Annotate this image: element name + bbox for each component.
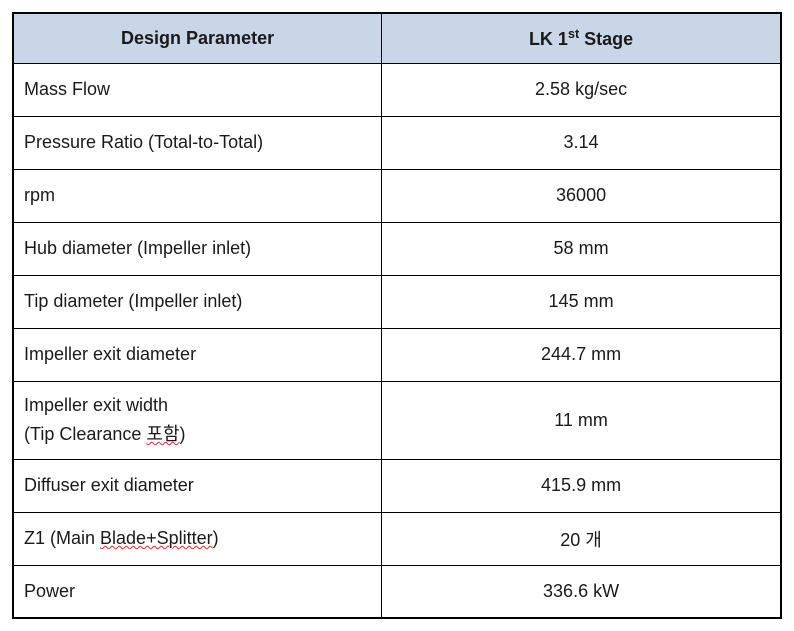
param-prefix: Z1 (Main xyxy=(24,528,100,548)
value-text: 3.14 xyxy=(564,132,599,152)
design-parameter-table-container: Design Parameter LK 1st Stage Mass Flow 2… xyxy=(12,12,782,619)
param-line1: Impeller exit width xyxy=(24,391,371,420)
header-design-parameter: Design Parameter xyxy=(13,13,382,63)
param-cell: Diffuser exit diameter xyxy=(13,459,382,512)
param-text: Tip diameter (Impeller inlet) xyxy=(24,291,242,311)
value-cell: 2.58 kg/sec xyxy=(382,63,781,116)
param-text: Mass Flow xyxy=(24,79,110,99)
param-text: rpm xyxy=(24,185,55,205)
param-line2-squiggle: 포함 xyxy=(146,424,179,444)
value-cell: 11 mm xyxy=(382,381,781,459)
value-cell: 3.14 xyxy=(382,116,781,169)
param-cell: Impeller exit width(Tip Clearance 포함) xyxy=(13,381,382,459)
table-row: Diffuser exit diameter 415.9 mm xyxy=(13,459,781,512)
value-text: 336.6 kW xyxy=(543,581,619,601)
header-label-value-suffix: Stage xyxy=(579,29,633,49)
value-cell: 58 mm xyxy=(382,222,781,275)
header-lk-1st-stage: LK 1st Stage xyxy=(382,13,781,63)
param-line2-suffix: ) xyxy=(180,424,186,444)
param-suffix: ) xyxy=(213,528,219,548)
param-cell: rpm xyxy=(13,169,382,222)
table-row: Tip diameter (Impeller inlet) 145 mm xyxy=(13,275,781,328)
header-label-value-prefix: LK 1 xyxy=(529,29,568,49)
value-text: 36000 xyxy=(556,185,606,205)
value-cell: 20 개 xyxy=(382,512,781,565)
param-squiggle: Blade+Splitter xyxy=(100,528,213,548)
param-cell: Pressure Ratio (Total-to-Total) xyxy=(13,116,382,169)
header-row: Design Parameter LK 1st Stage xyxy=(13,13,781,63)
param-text: Pressure Ratio (Total-to-Total) xyxy=(24,132,263,152)
value-text: 2.58 kg/sec xyxy=(535,79,627,99)
param-text: Power xyxy=(24,581,75,601)
param-line2: (Tip Clearance 포함) xyxy=(24,420,371,449)
table-row: Pressure Ratio (Total-to-Total) 3.14 xyxy=(13,116,781,169)
value-text: 244.7 mm xyxy=(541,344,621,364)
table-body: Mass Flow 2.58 kg/sec Pressure Ratio (Tota… xyxy=(13,63,781,618)
design-parameter-table: Design Parameter LK 1st Stage Mass Flow 2… xyxy=(12,12,782,619)
param-cell: Hub diameter (Impeller inlet) xyxy=(13,222,382,275)
value-text: 145 mm xyxy=(549,291,614,311)
param-line2-prefix: (Tip Clearance xyxy=(24,424,146,444)
value-cell: 36000 xyxy=(382,169,781,222)
table-row: rpm 36000 xyxy=(13,169,781,222)
table-row: Mass Flow 2.58 kg/sec xyxy=(13,63,781,116)
table-row: Z1 (Main Blade+Splitter) 20 개 xyxy=(13,512,781,565)
table-row: Impeller exit width(Tip Clearance 포함)11 … xyxy=(13,381,781,459)
param-cell: Power xyxy=(13,565,382,618)
param-cell: Z1 (Main Blade+Splitter) xyxy=(13,512,382,565)
value-cell: 244.7 mm xyxy=(382,328,781,381)
header-label-value-super: st xyxy=(568,27,579,41)
table-row: Impeller exit diameter 244.7 mm xyxy=(13,328,781,381)
value-cell: 336.6 kW xyxy=(382,565,781,618)
table-row: Power 336.6 kW xyxy=(13,565,781,618)
value-cell: 145 mm xyxy=(382,275,781,328)
value-text: 58 mm xyxy=(554,238,609,258)
param-cell: Tip diameter (Impeller inlet) xyxy=(13,275,382,328)
param-text: Impeller exit diameter xyxy=(24,344,196,364)
table-header: Design Parameter LK 1st Stage xyxy=(13,13,781,63)
param-text: Hub diameter (Impeller inlet) xyxy=(24,238,251,258)
table-row: Hub diameter (Impeller inlet) 58 mm xyxy=(13,222,781,275)
value-text: 11 mm xyxy=(554,410,608,430)
param-cell: Impeller exit diameter xyxy=(13,328,382,381)
header-label-param: Design Parameter xyxy=(121,28,274,48)
value-text: 20 개 xyxy=(560,530,602,550)
param-cell: Mass Flow xyxy=(13,63,382,116)
value-cell: 415.9 mm xyxy=(382,459,781,512)
param-text: Diffuser exit diameter xyxy=(24,475,194,495)
value-text: 415.9 mm xyxy=(541,475,621,495)
